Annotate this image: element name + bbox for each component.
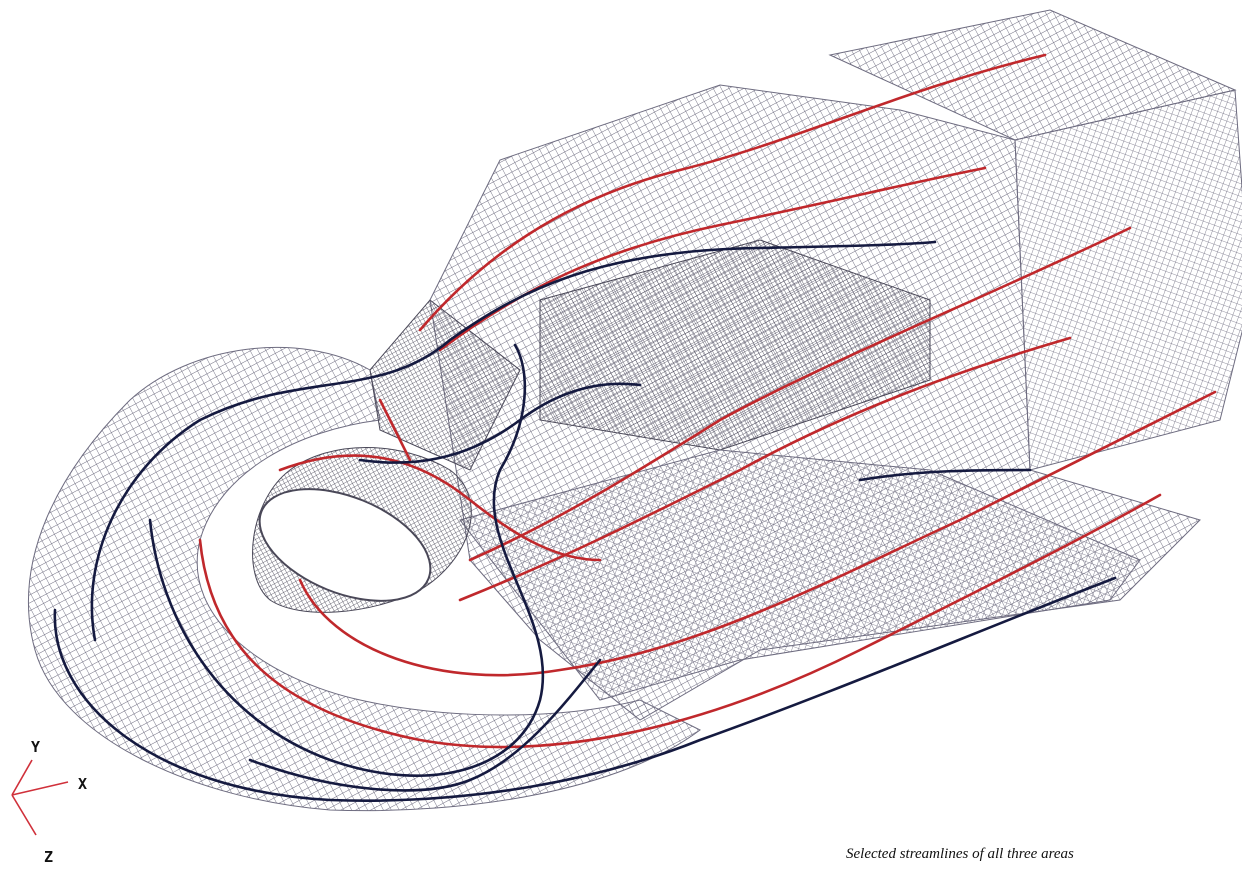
x-axis-label: X [78, 775, 87, 793]
streamline-red-6 [198, 493, 1162, 749]
x-axis-line [11, 781, 69, 796]
streamline-red-5 [298, 390, 1217, 677]
streamline-dark-2 [53, 576, 1117, 802]
wireframe-mesh [28, 10, 1242, 811]
streamlines-red [198, 53, 1217, 749]
lower-channel [460, 450, 1140, 700]
streamline-dark-5 [358, 382, 642, 464]
streamline-red-7 [278, 454, 602, 562]
streamline-red-4 [458, 336, 1072, 602]
streamline-dark-4 [248, 658, 602, 792]
streamline-red-8 [378, 398, 412, 462]
streamline-dark-1 [90, 240, 937, 642]
spiral-inlet-outer [28, 347, 700, 810]
streamline-dark-6 [858, 468, 1032, 482]
z-axis-label: Z [44, 848, 53, 866]
outlet-box-front [1015, 90, 1242, 470]
axis-triad: Y X Z [11, 738, 87, 866]
y-axis-label: Y [31, 738, 40, 756]
streamline-red-1 [418, 53, 1047, 332]
z-axis-line [11, 794, 37, 836]
streamline-red-3 [468, 226, 1132, 562]
streamlines-dark [53, 240, 1117, 802]
inlet-hole [258, 488, 432, 602]
neck-section [370, 300, 520, 470]
y-axis-line [11, 759, 33, 796]
streamline-dark-3 [148, 343, 545, 777]
inner-wall-block [540, 240, 930, 450]
figure-caption: Selected streamlines of all three areas [846, 846, 1074, 862]
